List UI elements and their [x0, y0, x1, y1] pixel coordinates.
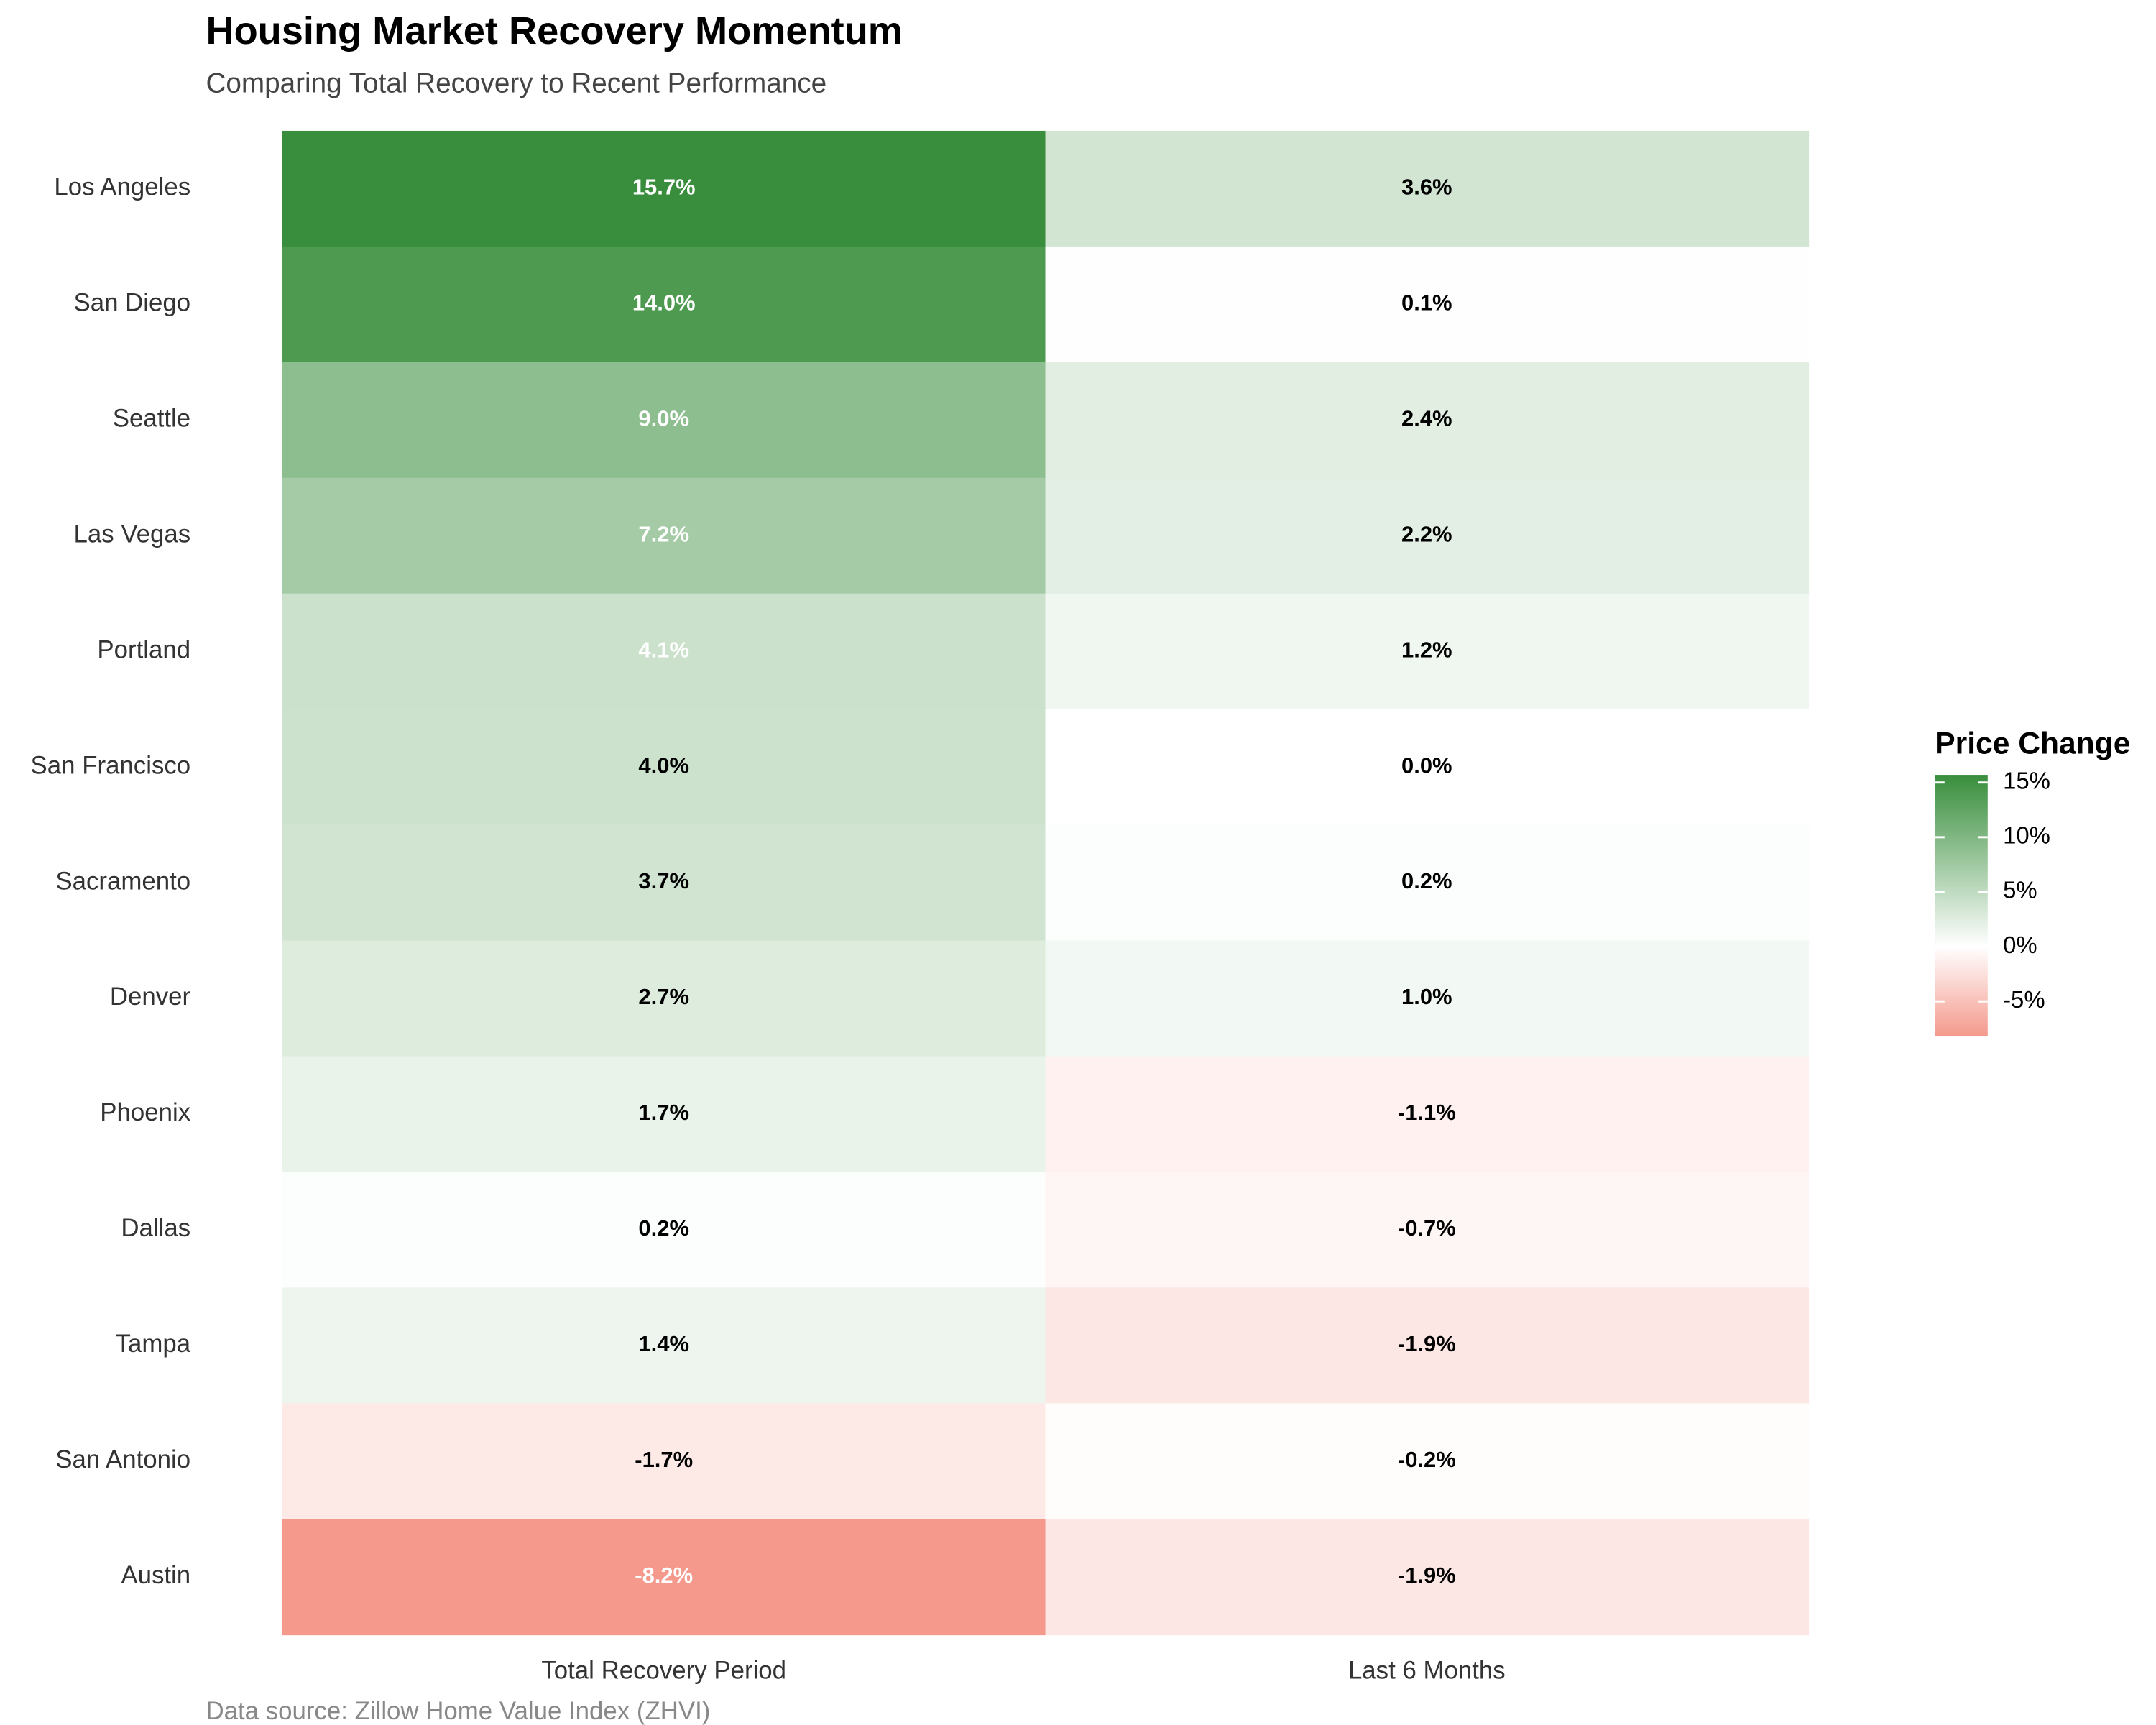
cell-label: 3.6% — [1401, 175, 1452, 200]
cell-label: 7.2% — [638, 521, 689, 546]
cell-label: -1.7% — [635, 1447, 693, 1472]
color-bar — [1935, 775, 1988, 1036]
row-label: Tampa — [116, 1330, 191, 1358]
cell — [1045, 709, 1810, 826]
cell — [1045, 1519, 1810, 1636]
legend-tick-label: 10% — [2003, 822, 2050, 849]
cell-label: 0.2% — [1401, 868, 1452, 893]
chart-title: Housing Market Recovery Momentum — [206, 9, 903, 52]
cell — [1045, 1403, 1810, 1520]
row-label: Phoenix — [100, 1098, 190, 1126]
cell — [282, 1403, 1046, 1520]
cell-label: 0.0% — [1401, 753, 1452, 778]
cell — [1045, 1287, 1810, 1404]
legend-tick-label: 15% — [2003, 767, 2050, 794]
cell — [282, 246, 1046, 363]
cell-label: 0.2% — [638, 1215, 689, 1241]
cell — [282, 940, 1046, 1057]
cell-label: -8.2% — [635, 1563, 693, 1588]
cell-label: 1.7% — [638, 1100, 689, 1125]
cell — [282, 477, 1046, 594]
cell — [1045, 130, 1810, 247]
column-label: Last 6 Months — [1348, 1657, 1506, 1685]
cell-label: 1.2% — [1401, 637, 1452, 662]
cell-label: -1.9% — [1398, 1331, 1456, 1356]
cell — [1045, 1056, 1810, 1173]
legend-title: Price Change — [1935, 727, 2130, 761]
cell — [282, 1172, 1046, 1289]
cell — [1045, 246, 1810, 363]
cell-label: 14.0% — [632, 290, 696, 316]
cell-label: 3.7% — [638, 868, 689, 893]
cell — [1045, 824, 1810, 942]
cell-label: 2.4% — [1401, 405, 1452, 431]
row-label: San Francisco — [31, 751, 191, 779]
legend-tick-label: 5% — [2003, 877, 2037, 903]
cell — [1045, 362, 1810, 479]
cell-label: -1.1% — [1398, 1100, 1456, 1125]
cell — [1045, 477, 1810, 594]
cell-label: 2.7% — [638, 984, 689, 1009]
row-label: Los Angeles — [54, 173, 190, 201]
cell — [1045, 1172, 1810, 1289]
row-label: Sacramento — [55, 867, 190, 895]
row-label: Austin — [121, 1561, 190, 1589]
cell-label: 2.2% — [1401, 521, 1452, 546]
cell-label: -0.7% — [1398, 1215, 1456, 1241]
row-label: Dallas — [121, 1214, 190, 1242]
cell — [1045, 940, 1810, 1057]
chart-subtitle: Comparing Total Recovery to Recent Perfo… — [206, 68, 826, 98]
cell — [282, 1056, 1046, 1173]
cell — [282, 1287, 1046, 1404]
cell-label: -1.9% — [1398, 1563, 1456, 1588]
cell-label: -0.2% — [1398, 1447, 1456, 1472]
row-label: San Diego — [74, 289, 191, 317]
cell — [282, 1519, 1046, 1636]
cell — [282, 593, 1046, 710]
row-label: Denver — [110, 983, 191, 1011]
legend-tick-label: 0% — [2003, 932, 2037, 958]
row-label: Seattle — [113, 404, 190, 432]
row-label: Portland — [97, 635, 190, 663]
caption: Data source: Zillow Home Value Index (ZH… — [206, 1697, 710, 1725]
cell — [282, 709, 1046, 826]
cell-label: 1.0% — [1401, 984, 1452, 1009]
cell — [282, 824, 1046, 942]
cell-label: 15.7% — [632, 175, 696, 200]
column-label: Total Recovery Period — [541, 1657, 786, 1685]
cell-label: 9.0% — [638, 405, 689, 431]
cell — [282, 130, 1046, 247]
cell — [282, 362, 1046, 479]
cell — [1045, 593, 1810, 710]
legend-tick-label: -5% — [2003, 986, 2045, 1013]
cell-label: 0.1% — [1401, 290, 1452, 316]
row-label: San Antonio — [55, 1445, 190, 1473]
cell-label: 4.1% — [638, 637, 689, 662]
cell-label: 1.4% — [638, 1331, 689, 1356]
row-label: Las Vegas — [73, 520, 190, 548]
cell-label: 4.0% — [638, 753, 689, 778]
